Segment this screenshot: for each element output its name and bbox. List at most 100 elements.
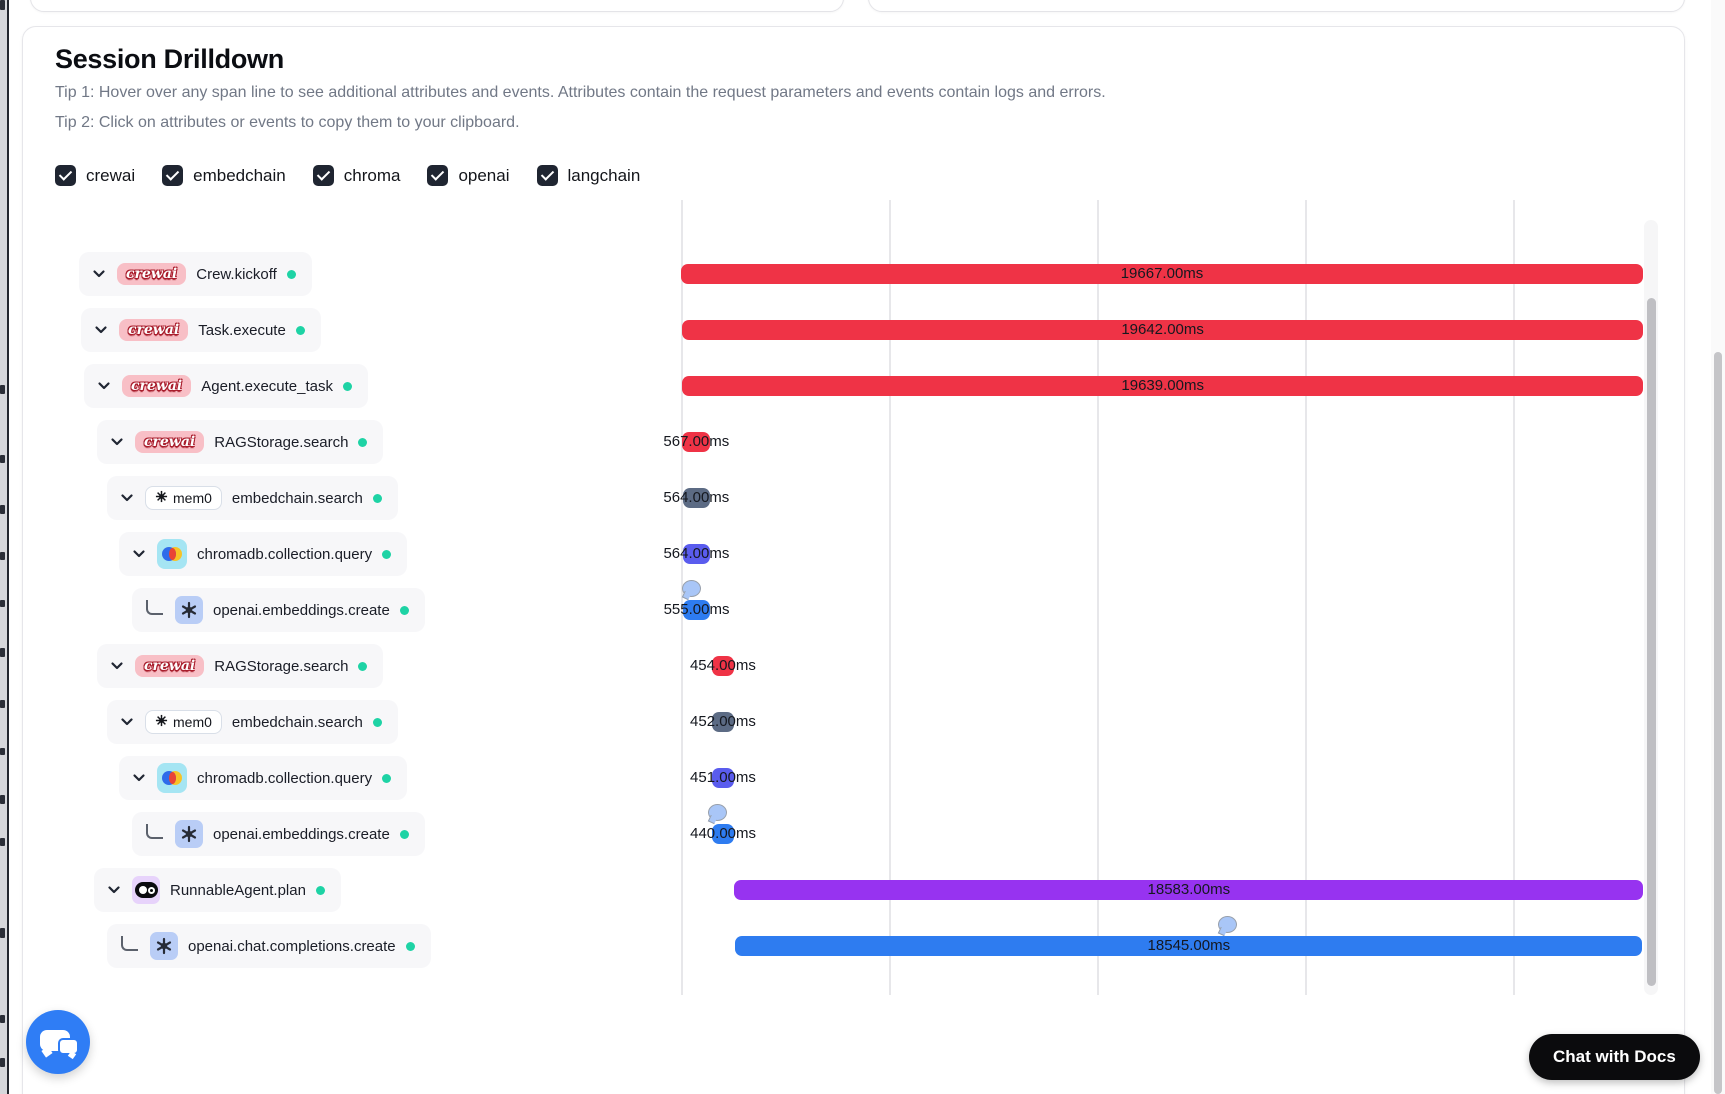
filter-item-crewai: crewai (55, 165, 135, 186)
expand-chevron-down-icon[interactable] (93, 322, 109, 338)
crewai-logo: crewai (135, 655, 205, 677)
crewai-logo: crewai (117, 263, 187, 285)
span-label-row[interactable]: crewai Task.execute (81, 308, 321, 352)
page-scrollbar-thumb[interactable] (1714, 352, 1722, 1094)
span-label-row[interactable]: openai.embeddings.create (132, 812, 425, 856)
chart-gridline (1305, 200, 1307, 995)
span-label-row[interactable]: openai.embeddings.create (132, 588, 425, 632)
status-ok-dot (372, 717, 382, 727)
expand-chevron-down-icon[interactable] (131, 770, 147, 786)
span-duration-label: 555.00ms (663, 601, 730, 618)
chat-launcher-button[interactable] (26, 1010, 90, 1074)
span-name: RunnableAgent.plan (170, 881, 306, 899)
chat-with-docs-button[interactable]: Chat with Docs (1529, 1034, 1700, 1080)
expand-chevron-down-icon[interactable] (119, 490, 135, 506)
span-label-row[interactable]: openai.chat.completions.create (107, 924, 431, 968)
mem0-logo: mem0 (145, 710, 222, 734)
filter-checkbox-chroma[interactable] (312, 165, 334, 186)
span-duration-bar[interactable] (711, 768, 734, 788)
openai-logo (150, 932, 178, 960)
span-name: openai.chat.completions.create (188, 937, 396, 955)
status-ok-dot (315, 885, 325, 895)
span-label-row[interactable]: mem0 embedchain.search (107, 476, 398, 520)
expand-chevron-down-icon[interactable] (109, 434, 125, 450)
left-panel-glyph (0, 1015, 5, 1023)
status-ok-dot (358, 661, 368, 671)
span-duration-bar[interactable] (682, 432, 711, 452)
left-panel-glyph (0, 600, 5, 607)
mem0-logo: mem0 (145, 486, 222, 510)
crewai-logo: crewai (135, 431, 205, 453)
chart-scrollbar-thumb[interactable] (1647, 298, 1656, 986)
span-duration-label: 19639.00ms (1121, 377, 1204, 394)
left-panel-glyph (0, 748, 5, 755)
status-ok-dot (343, 381, 353, 391)
child-elbow-connector-icon (146, 599, 163, 615)
span-duration-bar[interactable] (682, 600, 711, 620)
span-duration-bar[interactable] (711, 712, 734, 732)
span-duration-label: 19667.00ms (1120, 265, 1204, 282)
filter-checkbox-embedchain[interactable] (162, 165, 184, 186)
span-duration-bar[interactable] (682, 544, 711, 564)
left-panel-glyph (0, 385, 5, 394)
span-name: embedchain.search (231, 489, 363, 507)
child-elbow-connector-icon (146, 823, 163, 839)
span-duration-label: 19642.00ms (1121, 321, 1204, 338)
span-duration-bar[interactable] (711, 656, 735, 676)
left-panel-edge (0, 0, 9, 1094)
span-duration-bar[interactable]: 18583.00ms (734, 880, 1644, 900)
filter-checkbox-openai[interactable] (427, 165, 449, 186)
span-name: openai.embeddings.create (213, 601, 390, 619)
status-ok-dot (358, 437, 368, 447)
span-duration-bar[interactable]: 19639.00ms (682, 376, 1643, 396)
filter-label-chroma: chroma (343, 165, 401, 185)
span-duration-label: 18545.00ms (1147, 937, 1231, 954)
left-panel-glyph (0, 648, 5, 657)
langchain-logo (132, 876, 160, 904)
expand-chevron-down-icon[interactable] (131, 546, 147, 562)
openai-logo (175, 820, 203, 848)
span-label-row[interactable]: crewai Agent.execute_task (84, 364, 369, 408)
event-speech-bubble-icon[interactable] (707, 804, 727, 821)
span-duration-label: 567.00ms (663, 433, 730, 450)
expand-chevron-down-icon[interactable] (91, 266, 107, 282)
span-label-row[interactable]: mem0 embedchain.search (107, 700, 398, 744)
child-elbow-connector-icon (121, 935, 138, 951)
span-duration-bar[interactable]: 18545.00ms (735, 936, 1643, 956)
span-name: Crew.kickoff (196, 265, 277, 283)
top-card-left (30, 0, 844, 12)
filter-label-openai: openai (458, 165, 510, 185)
event-speech-bubble-icon[interactable] (1218, 916, 1238, 933)
filter-item-langchain: langchain (536, 165, 640, 186)
filter-item-embedchain: embedchain (162, 165, 286, 186)
chroma-logo-circle (169, 772, 176, 784)
span-label-row[interactable]: chromadb.collection.query (119, 532, 408, 576)
expand-chevron-down-icon[interactable] (119, 714, 135, 730)
span-label-row[interactable]: crewai RAGStorage.search (97, 644, 384, 688)
status-ok-dot (399, 829, 409, 839)
status-ok-dot (405, 941, 415, 951)
event-speech-bubble-icon[interactable] (682, 580, 701, 597)
span-label-row[interactable]: RunnableAgent.plan (94, 868, 341, 912)
span-duration-label: 452.00ms (690, 713, 756, 730)
span-label-row[interactable]: chromadb.collection.query (119, 756, 408, 800)
filter-checkbox-langchain[interactable] (536, 165, 558, 186)
span-duration-bar[interactable]: 19667.00ms (681, 264, 1643, 284)
span-label-row[interactable]: crewai Crew.kickoff (79, 252, 312, 296)
expand-chevron-down-icon[interactable] (106, 882, 122, 898)
span-duration-bar[interactable] (712, 824, 734, 844)
span-label-row[interactable]: crewai RAGStorage.search (97, 420, 384, 464)
left-panel-glyph (0, 1058, 5, 1067)
status-ok-dot (399, 605, 409, 615)
chart-gridline (1097, 200, 1099, 995)
chroma-logo (157, 763, 187, 793)
span-duration-bar[interactable] (682, 488, 711, 508)
span-name: RAGStorage.search (214, 433, 349, 451)
expand-chevron-down-icon[interactable] (96, 378, 112, 394)
left-panel-glyph (0, 795, 5, 804)
span-duration-bar[interactable]: 19642.00ms (682, 320, 1643, 340)
expand-chevron-down-icon[interactable] (109, 658, 125, 674)
filter-label-embedchain: embedchain (193, 165, 286, 185)
status-ok-dot (372, 493, 382, 503)
filter-checkbox-crewai[interactable] (55, 165, 76, 186)
